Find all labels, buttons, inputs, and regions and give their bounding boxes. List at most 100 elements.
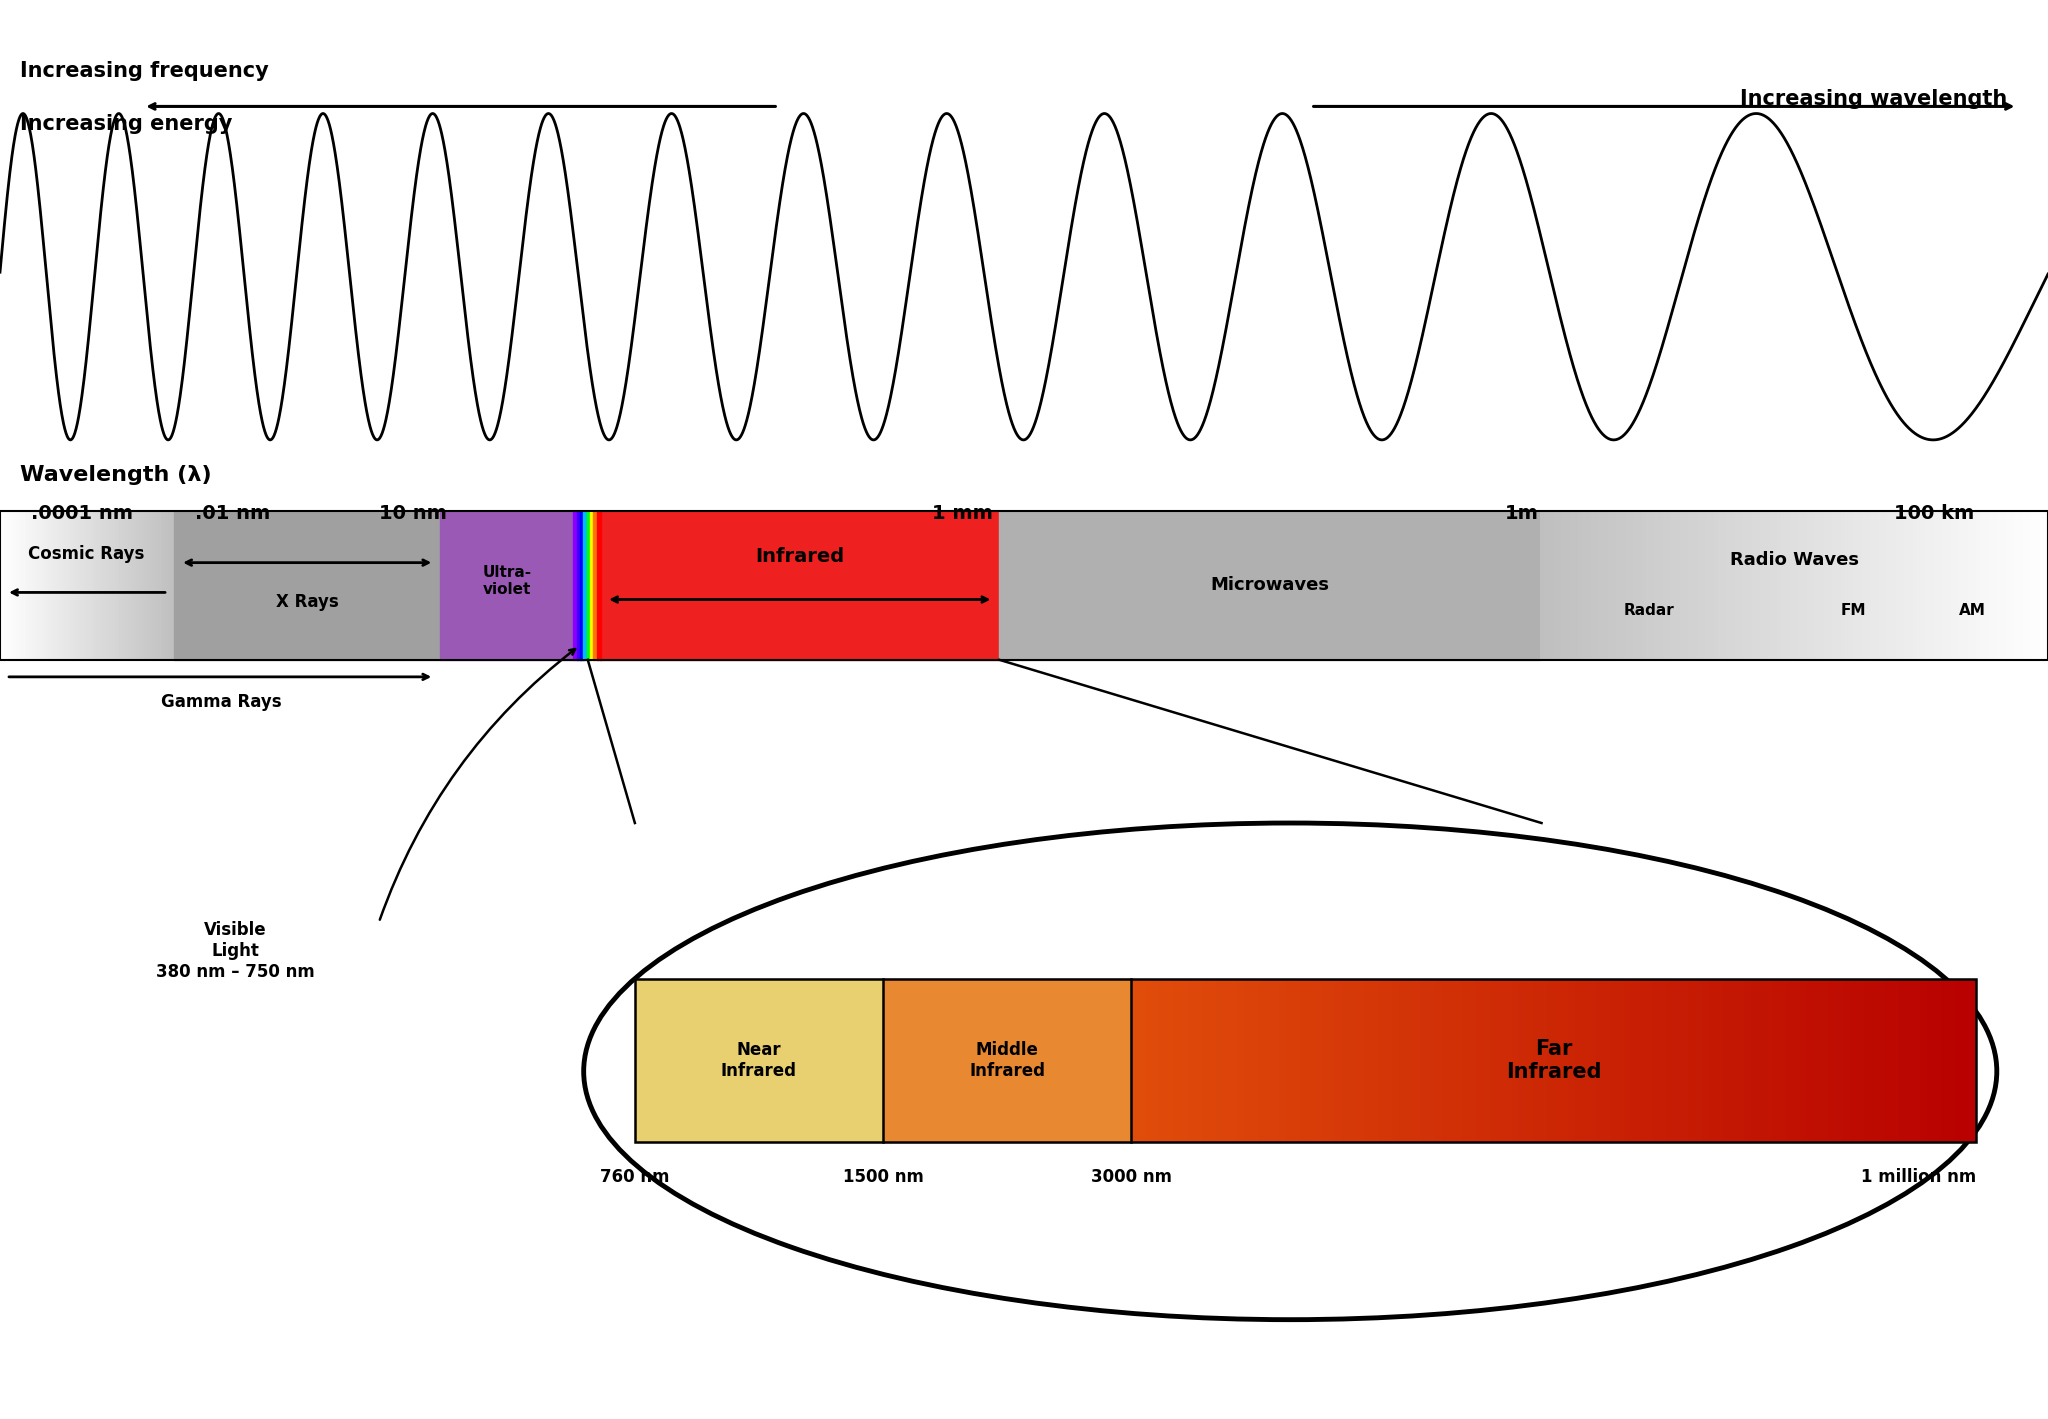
Bar bbox=[1675, 511, 1681, 660]
Bar bbox=[1645, 979, 1653, 1142]
Bar bbox=[1821, 979, 1829, 1142]
Bar bbox=[1679, 511, 1686, 660]
Bar bbox=[1962, 979, 1970, 1142]
Bar bbox=[596, 511, 602, 660]
Text: Increasing wavelength: Increasing wavelength bbox=[1741, 89, 2007, 109]
Bar bbox=[76, 511, 78, 660]
Bar bbox=[109, 511, 111, 660]
Bar bbox=[1356, 979, 1364, 1142]
Bar bbox=[152, 511, 154, 660]
Bar bbox=[82, 511, 86, 660]
Bar bbox=[1393, 979, 1401, 1142]
Bar bbox=[25, 511, 27, 660]
Bar bbox=[1608, 511, 1614, 660]
Bar bbox=[1378, 979, 1386, 1142]
Bar bbox=[1659, 511, 1663, 660]
Bar bbox=[1778, 511, 1782, 660]
Bar bbox=[1448, 979, 1456, 1142]
Bar bbox=[1208, 979, 1217, 1142]
Text: 10 nm: 10 nm bbox=[379, 504, 446, 524]
Text: 3000 nm: 3000 nm bbox=[1092, 1168, 1171, 1186]
Bar bbox=[1229, 979, 1237, 1142]
Bar bbox=[6, 511, 8, 660]
Bar bbox=[106, 511, 111, 660]
Bar bbox=[57, 511, 59, 660]
Bar bbox=[1702, 511, 1706, 660]
Bar bbox=[1180, 979, 1188, 1142]
Bar bbox=[1731, 511, 1737, 660]
Bar bbox=[1726, 511, 1733, 660]
Bar bbox=[70, 511, 72, 660]
Bar bbox=[94, 511, 96, 660]
Bar bbox=[72, 511, 74, 660]
Bar bbox=[1647, 511, 1651, 660]
Bar bbox=[1745, 979, 1751, 1142]
Text: Radar: Radar bbox=[1624, 603, 1673, 619]
Bar bbox=[29, 511, 31, 660]
Bar bbox=[1673, 979, 1681, 1142]
Bar bbox=[1671, 511, 1677, 660]
Bar bbox=[2005, 511, 2011, 660]
Bar bbox=[2040, 511, 2044, 660]
Bar bbox=[53, 511, 55, 660]
Bar bbox=[1878, 979, 1886, 1142]
Bar bbox=[2019, 511, 2023, 660]
Bar bbox=[1970, 979, 1976, 1142]
Bar bbox=[1790, 511, 1794, 660]
Bar bbox=[1921, 511, 1927, 660]
Bar bbox=[1554, 979, 1563, 1142]
Bar bbox=[1477, 979, 1485, 1142]
Bar bbox=[8, 511, 10, 660]
Bar bbox=[1653, 979, 1661, 1142]
Bar bbox=[1901, 511, 1905, 660]
Bar bbox=[98, 511, 100, 660]
Bar bbox=[1683, 511, 1690, 660]
Bar bbox=[1462, 979, 1470, 1142]
Text: Microwaves: Microwaves bbox=[1210, 576, 1329, 595]
Bar bbox=[1722, 511, 1726, 660]
Bar bbox=[1413, 979, 1421, 1142]
Bar bbox=[1280, 979, 1288, 1142]
Bar bbox=[123, 511, 125, 660]
Bar bbox=[16, 511, 18, 660]
Bar bbox=[1610, 979, 1618, 1142]
Bar bbox=[1667, 979, 1675, 1142]
Bar bbox=[63, 511, 66, 660]
Bar bbox=[1810, 511, 1817, 660]
Bar bbox=[1737, 979, 1745, 1142]
Bar bbox=[1919, 979, 1927, 1142]
Bar bbox=[580, 511, 584, 660]
Bar bbox=[1950, 511, 1956, 660]
Bar bbox=[18, 511, 20, 660]
Bar bbox=[117, 511, 121, 660]
Bar bbox=[883, 979, 1130, 1142]
Bar bbox=[39, 511, 41, 660]
Bar bbox=[1223, 979, 1231, 1142]
Bar bbox=[1434, 979, 1442, 1142]
Bar bbox=[1716, 979, 1724, 1142]
Bar bbox=[33, 511, 35, 660]
Bar bbox=[172, 511, 174, 660]
Bar bbox=[113, 511, 115, 660]
Bar bbox=[1853, 511, 1860, 660]
Bar bbox=[1819, 511, 1825, 660]
Bar bbox=[1655, 511, 1659, 660]
Bar bbox=[1878, 511, 1884, 660]
Bar bbox=[1638, 979, 1647, 1142]
Bar bbox=[147, 511, 150, 660]
Bar bbox=[1714, 511, 1718, 660]
Bar bbox=[1937, 511, 1944, 660]
Bar bbox=[106, 511, 109, 660]
Bar bbox=[1960, 511, 1964, 660]
Bar bbox=[90, 511, 92, 660]
Bar bbox=[1405, 979, 1413, 1142]
Text: Cosmic Rays: Cosmic Rays bbox=[29, 545, 143, 563]
Text: Radio Waves: Radio Waves bbox=[1731, 551, 1858, 569]
Text: 1 million nm: 1 million nm bbox=[1862, 1168, 1976, 1186]
Bar bbox=[600, 511, 999, 660]
Bar bbox=[1618, 979, 1626, 1142]
Bar bbox=[78, 511, 80, 660]
Bar bbox=[1823, 511, 1829, 660]
Bar bbox=[127, 511, 131, 660]
Bar bbox=[92, 511, 96, 660]
